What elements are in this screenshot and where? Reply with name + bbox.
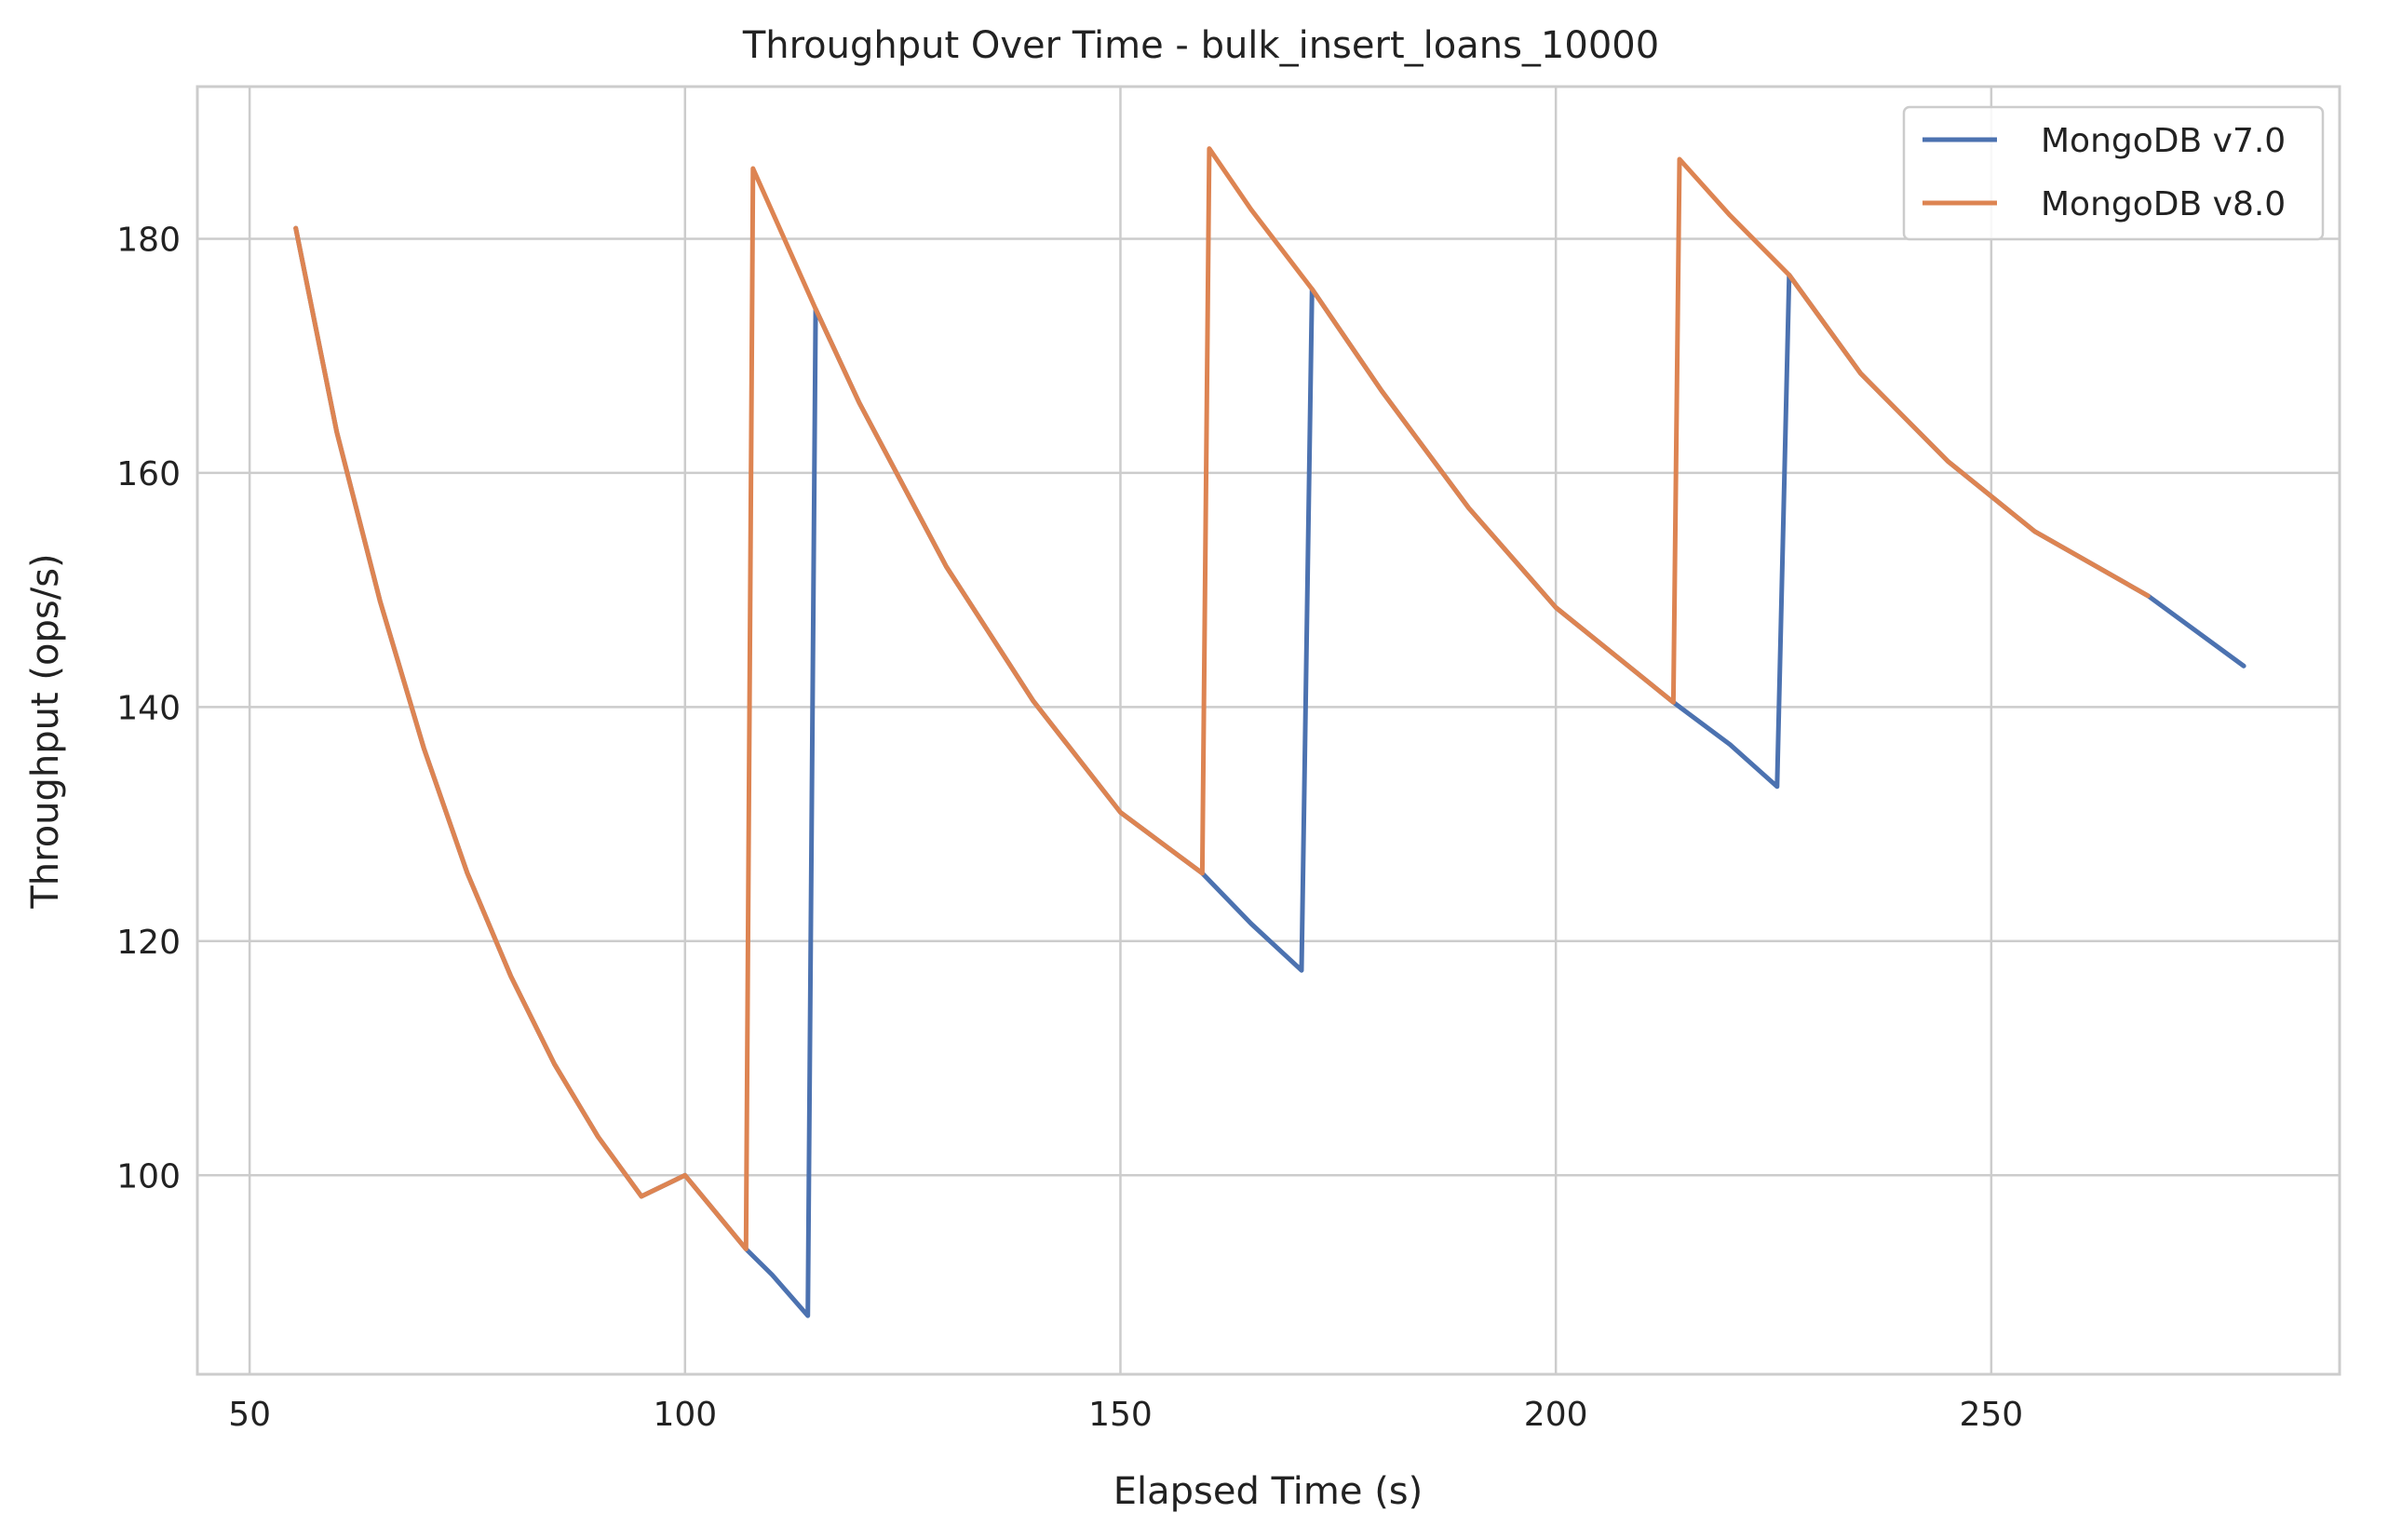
grid [197, 87, 2340, 1374]
series-lines [293, 146, 2246, 1318]
x-axis-label: Elapsed Time (s) [1113, 1470, 1423, 1513]
series-line-1 [293, 146, 2151, 1251]
tick-labels: 50 100 150 200 250 100 120 140 160 180 [116, 221, 2023, 1434]
plot-frame [196, 85, 2341, 1376]
legend-label-v8: MongoDB v8.0 [2041, 185, 2286, 223]
series-line-0 [293, 225, 2246, 1318]
y-tick-label: 180 [116, 221, 181, 259]
y-tick-label: 120 [116, 924, 181, 962]
legend-label-v7: MongoDB v7.0 [2041, 122, 2286, 160]
y-tick-label: 140 [116, 689, 181, 727]
x-tick-label: 150 [1088, 1396, 1153, 1434]
chart-title: Throughput Over Time - bulk_insert_loans… [742, 24, 1659, 67]
legend: MongoDB v7.0 MongoDB v8.0 [1902, 105, 2325, 241]
x-tick-label: 50 [228, 1396, 271, 1434]
y-axis-label: Throughput (ops/s) [24, 553, 67, 909]
x-tick-label: 250 [1959, 1396, 2023, 1434]
y-tick-label: 100 [116, 1157, 181, 1196]
x-tick-label: 200 [1524, 1396, 1588, 1434]
y-tick-label: 160 [116, 455, 181, 493]
x-tick-label: 100 [653, 1396, 717, 1434]
legend-box [1902, 105, 2325, 241]
